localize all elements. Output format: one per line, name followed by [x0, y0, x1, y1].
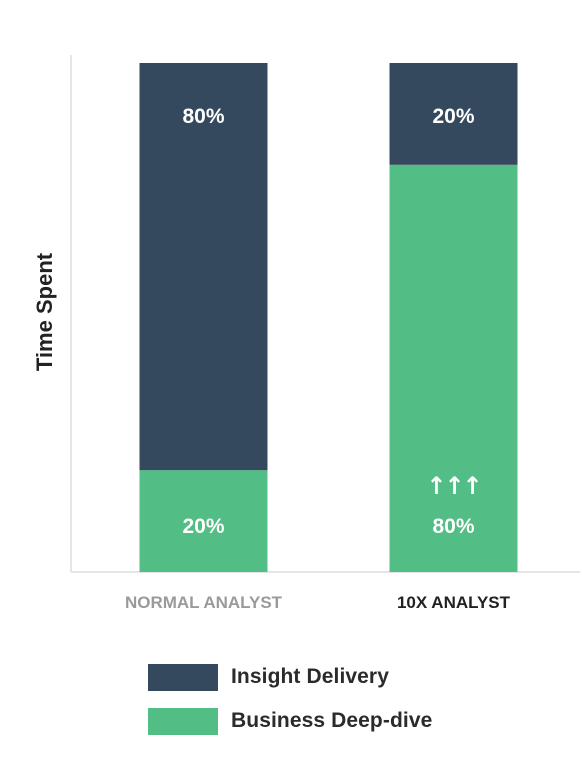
data-label: 20% [432, 105, 474, 128]
data-labels: 80% 20% 20% 80% ↑↑↑ [182, 105, 482, 538]
stacked-bar-chart: 80% 20% 20% 80% ↑↑↑ NORMAL ANALYST 10X ANALYS… [32, 55, 580, 612]
category-label: 10X ANALYST [397, 593, 511, 612]
data-label: 80% [182, 105, 224, 128]
data-label: 20% [182, 515, 224, 538]
bar-segment-insight-delivery [139, 63, 268, 471]
bar-segment-business-deep-dive [139, 470, 268, 572]
up-arrows-annotation: ↑↑↑ [426, 472, 480, 500]
legend-label: Business Deep-dive [231, 709, 433, 732]
legend-swatch-insight-delivery [148, 663, 218, 691]
bar-segment-insight-delivery [389, 63, 518, 165]
y-axis-label: Time Spent [32, 252, 57, 371]
legend-item-insight-delivery: Insight Delivery [148, 663, 432, 691]
category-label: NORMAL ANALYST [125, 593, 283, 612]
legend-item-business-deep-dive: Business Deep-dive [148, 707, 432, 735]
category-labels: NORMAL ANALYST 10X ANALYST [125, 593, 511, 612]
data-label: 80% [432, 515, 474, 538]
legend-swatch-business-deep-dive [148, 707, 218, 735]
bars [139, 63, 518, 573]
bar-segment-business-deep-dive [389, 164, 518, 573]
legend: Insight Delivery Business Deep-dive [148, 663, 432, 751]
legend-label: Insight Delivery [231, 665, 389, 688]
